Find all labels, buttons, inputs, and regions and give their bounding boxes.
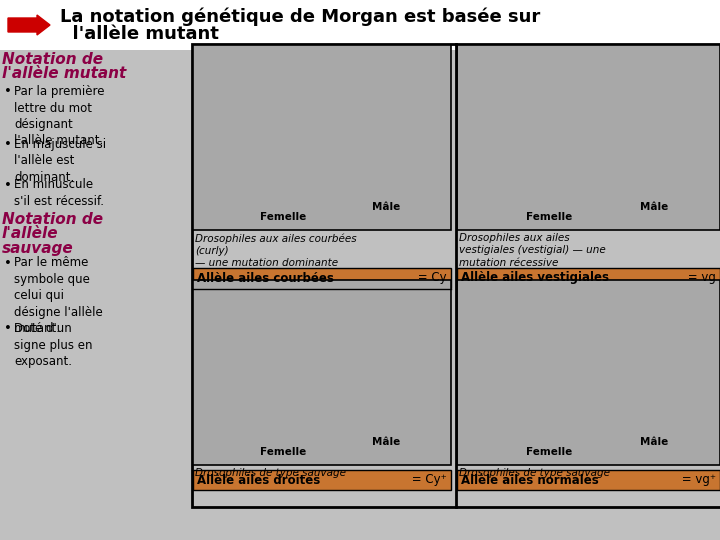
Text: Drosophiles de type sauvage: Drosophiles de type sauvage xyxy=(195,468,346,478)
Bar xyxy=(193,45,451,230)
Text: l'allèle: l'allèle xyxy=(2,226,58,241)
Text: Drosophiles de type sauvage: Drosophiles de type sauvage xyxy=(459,468,610,478)
Text: = vg: = vg xyxy=(684,272,716,285)
Text: Drosophiles aux ailes courbées
(curly)
— une mutation dominante: Drosophiles aux ailes courbées (curly) —… xyxy=(195,233,356,268)
Text: Par la première
lettre du mot
désignant
l'allèle mutant.: Par la première lettre du mot désignant … xyxy=(14,85,104,147)
Text: Allèle ailes droites: Allèle ailes droites xyxy=(197,474,320,487)
Text: Mâle: Mâle xyxy=(640,202,668,212)
Text: •: • xyxy=(4,85,12,98)
Bar xyxy=(457,45,720,230)
Text: Mâle: Mâle xyxy=(640,437,668,447)
Text: Mâle: Mâle xyxy=(372,202,400,212)
Bar xyxy=(193,470,451,490)
Text: En majuscule si
l'allèle est
dominant.: En majuscule si l'allèle est dominant. xyxy=(14,138,106,184)
Bar xyxy=(0,0,720,50)
Text: = Cy: = Cy xyxy=(415,272,447,285)
Text: Notation de: Notation de xyxy=(2,52,103,67)
Text: = vg⁺: = vg⁺ xyxy=(678,474,716,487)
Text: •: • xyxy=(4,256,12,269)
Bar xyxy=(457,268,720,288)
Bar xyxy=(193,280,451,465)
Text: Par le même
symbole que
celui qui
désigne l'allèle
mutant.: Par le même symbole que celui qui désign… xyxy=(14,256,103,335)
Bar xyxy=(457,470,720,490)
Text: Doté d'un
signe plus en
exposant.: Doté d'un signe plus en exposant. xyxy=(14,322,92,368)
FancyArrow shape xyxy=(8,15,50,35)
Text: Femelle: Femelle xyxy=(526,212,572,222)
Text: sauvage: sauvage xyxy=(2,240,73,255)
Text: l'allèle mutant: l'allèle mutant xyxy=(60,25,219,43)
Text: Femelle: Femelle xyxy=(260,212,307,222)
Text: La notation génétique de Morgan est basée sur: La notation génétique de Morgan est basé… xyxy=(60,8,540,26)
Text: Notation de: Notation de xyxy=(2,213,103,227)
Text: Allèle ailes normales: Allèle ailes normales xyxy=(461,474,599,487)
Text: = Cy⁺: = Cy⁺ xyxy=(408,474,447,487)
Text: •: • xyxy=(4,179,12,192)
Bar xyxy=(193,268,451,288)
Bar xyxy=(457,280,720,465)
Text: Femelle: Femelle xyxy=(526,447,572,457)
Text: Drosophiles aux ailes
vestigiales (vestigial) — une
mutation récessive: Drosophiles aux ailes vestigiales (vesti… xyxy=(459,233,606,268)
Text: Femelle: Femelle xyxy=(260,447,307,457)
Bar xyxy=(192,44,720,507)
Text: •: • xyxy=(4,322,12,335)
Text: En minuscule
s'il est récessif.: En minuscule s'il est récessif. xyxy=(14,179,104,208)
Text: •: • xyxy=(4,138,12,151)
Text: l'allèle mutant: l'allèle mutant xyxy=(2,66,126,81)
Text: Allèle ailes courbées: Allèle ailes courbées xyxy=(197,272,334,285)
Text: Mâle: Mâle xyxy=(372,437,400,447)
Text: Allèle ailes vestigiales: Allèle ailes vestigiales xyxy=(461,272,609,285)
